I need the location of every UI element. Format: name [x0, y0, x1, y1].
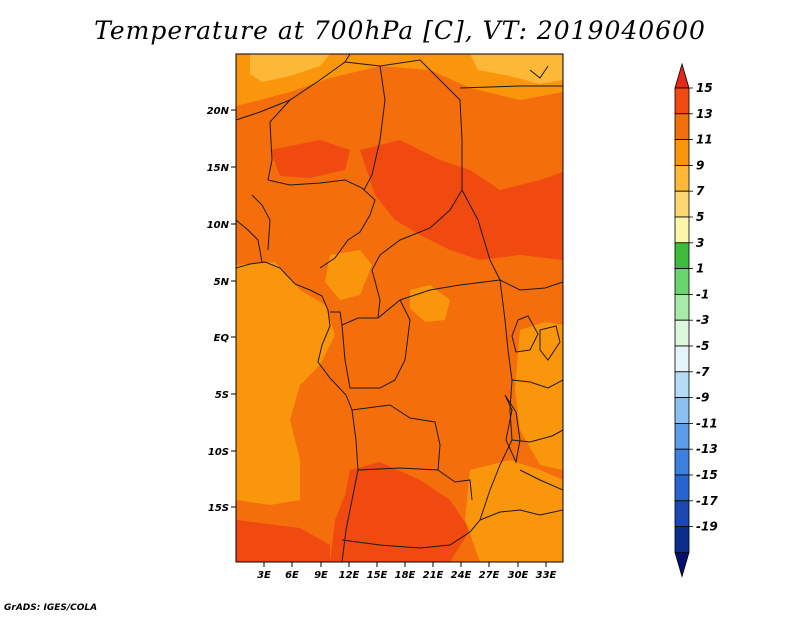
- grads-credit: GrADS: IGES/COLA: [4, 603, 98, 613]
- lon-tick: 24E: [451, 562, 472, 581]
- colorbar-box: [674, 422, 690, 450]
- lon-tick: 3E: [257, 562, 271, 581]
- lon-tick-label: 18E: [395, 570, 416, 581]
- colorbar-label: -11: [696, 416, 718, 430]
- lat-tick: 10N: [207, 220, 236, 231]
- colorbar-box: [674, 319, 690, 347]
- lon-tick-label: 3E: [257, 570, 271, 581]
- lon-tick-label: 6E: [285, 570, 299, 581]
- colorbar-box: [674, 345, 690, 373]
- colorbar-top-arrow: [674, 62, 690, 89]
- colorbar-box: [674, 371, 690, 398]
- colorbar-label: -9: [696, 391, 709, 405]
- lon-tick-label: 12E: [339, 570, 360, 581]
- lon-tick: 21E: [423, 562, 444, 581]
- colorbar-box: [674, 87, 690, 115]
- lat-tick-label: 20N: [207, 106, 230, 117]
- lon-tick: 33E: [536, 562, 557, 581]
- lon-tick-label: 30E: [508, 570, 529, 581]
- colorbar-box: [674, 500, 690, 527]
- colorbar-bottom-arrow: [674, 552, 690, 578]
- lon-tick: 6E: [285, 562, 299, 581]
- lon-tick-label: 15E: [367, 570, 388, 581]
- colorbar-label: 5: [696, 210, 704, 224]
- lat-tick: 20N: [207, 106, 236, 117]
- colorbar-label: 1: [696, 262, 704, 276]
- colorbar-label: -17: [696, 494, 718, 508]
- colorbar: 15 13 11 9 7 5 3 1 -1 -3 -5 -7 -9 -11 -13 -15 -17 -19: [674, 62, 718, 578]
- colorbar-label: -19: [696, 520, 718, 534]
- colorbar-label: 7: [696, 184, 705, 198]
- colorbar-box: [674, 293, 690, 321]
- field-hot-south: [330, 462, 470, 562]
- colorbar-label: 3: [696, 236, 704, 250]
- colorbar-label: -7: [696, 365, 710, 379]
- lat-axis: 20N 15N 10N 5N EQ 5S 10S 15S: [207, 106, 236, 514]
- lon-tick: 27E: [479, 562, 500, 581]
- lon-tick-label: 27E: [479, 570, 500, 581]
- country-borders: [236, 54, 563, 562]
- field-hot-southwest: [236, 520, 330, 562]
- lat-tick-label: 5N: [214, 277, 230, 288]
- colorbar-box: [674, 242, 690, 270]
- lon-tick-label: 33E: [536, 570, 557, 581]
- colorbar-box: [674, 448, 690, 476]
- colorbar-label: -1: [696, 287, 709, 301]
- field-hot-northwest: [270, 140, 350, 178]
- lon-tick: 9E: [314, 562, 328, 581]
- lon-tick: 30E: [508, 562, 529, 581]
- colorbar-box: [674, 113, 690, 141]
- colorbar-box: [674, 164, 690, 192]
- map-frame: [235, 53, 564, 563]
- lat-tick-label: 10N: [207, 220, 230, 231]
- lon-tick: 15E: [367, 562, 388, 581]
- colorbar-box: [674, 268, 690, 295]
- lon-tick-label: 24E: [451, 570, 472, 581]
- lon-tick: 12E: [339, 562, 360, 581]
- temperature-field: [236, 54, 563, 562]
- lat-tick: 15N: [207, 163, 236, 174]
- colorbar-label: -3: [696, 313, 709, 327]
- colorbar-box: [674, 190, 690, 218]
- colorbar-label: 11: [696, 133, 713, 147]
- field-central-mild: [410, 285, 450, 322]
- field-northeast-cool: [470, 54, 563, 84]
- lat-tick: 5S: [215, 390, 236, 401]
- field-north-coolest: [250, 54, 330, 82]
- colorbar-label: -15: [696, 468, 718, 482]
- lat-tick-label: 15S: [208, 503, 229, 514]
- colorbar-label: -5: [696, 339, 709, 353]
- field-congo-mild: [325, 250, 372, 300]
- colorbar-box: [674, 216, 690, 244]
- field-east-mild: [515, 322, 563, 470]
- field-atlantic-mild: [236, 262, 335, 505]
- colorbar-box: [674, 139, 690, 166]
- lat-tick: 10S: [208, 447, 236, 458]
- lon-tick-label: 9E: [314, 570, 328, 581]
- lat-tick: 5N: [214, 277, 236, 288]
- colorbar-box: [674, 526, 690, 553]
- lat-tick: 15S: [208, 503, 236, 514]
- field-hot-sahel: [360, 140, 563, 260]
- lat-tick-label: 10S: [208, 447, 229, 458]
- map-title: Temperature at 700hPa [C], VT: 201904060…: [94, 16, 706, 45]
- colorbar-box: [674, 397, 690, 424]
- lat-tick: EQ: [214, 333, 236, 344]
- colorbar-label: 9: [696, 158, 704, 172]
- lon-tick-label: 21E: [423, 570, 444, 581]
- colorbar-label: 13: [696, 107, 713, 121]
- colorbar-box: [674, 474, 690, 502]
- colorbar-label: -13: [696, 442, 718, 456]
- lon-axis: 3E 6E 9E 12E 15E 18E 21E 24E 27E 30E 33E: [257, 562, 557, 581]
- lat-tick-label: 15N: [207, 163, 230, 174]
- lon-tick: 18E: [395, 562, 416, 581]
- lat-tick-label: EQ: [214, 333, 230, 344]
- lat-tick-label: 5S: [215, 390, 229, 401]
- colorbar-label: 15: [696, 81, 713, 95]
